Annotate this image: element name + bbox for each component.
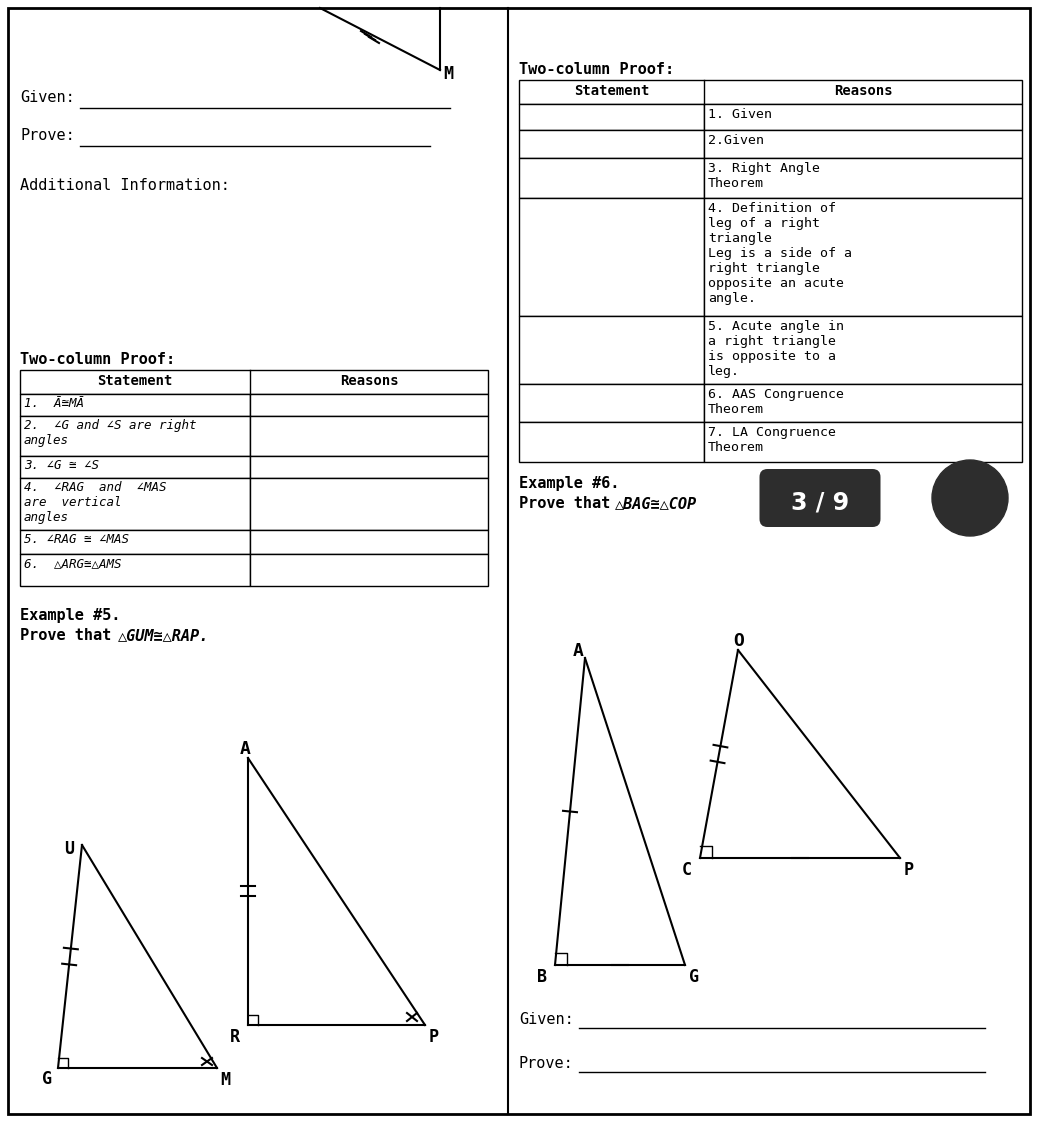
Text: G: G: [689, 968, 699, 986]
Text: U: U: [64, 840, 74, 858]
Text: 7. LA Congruence
Theorem: 7. LA Congruence Theorem: [708, 426, 836, 454]
Text: 6. AAS Congruence
Theorem: 6. AAS Congruence Theorem: [708, 388, 844, 416]
Bar: [20, 478, 250, 530]
Bar: [20, 370, 488, 394]
Text: 3 / 9: 3 / 9: [791, 490, 849, 514]
Text: Additional Information:: Additional Information:: [20, 178, 229, 193]
Text: A: A: [573, 642, 583, 660]
Text: 4. Definition of
leg of a right
triangle
Leg is a side of a
right triangle
oppos: 4. Definition of leg of a right triangle…: [708, 202, 852, 305]
Text: Given:: Given:: [20, 90, 75, 105]
Bar: [20, 456, 250, 478]
Text: Reasons: Reasons: [834, 84, 893, 98]
Text: B: B: [537, 968, 547, 986]
Text: Prove that: Prove that: [519, 496, 620, 511]
Bar: [519, 80, 1022, 104]
Text: G: G: [42, 1070, 52, 1088]
Text: A: A: [240, 741, 251, 758]
Bar: [20, 530, 250, 554]
Bar: [519, 422, 704, 462]
Bar: [20, 416, 250, 456]
Text: 5. Acute angle in
a right triangle
is opposite to a
leg.: 5. Acute angle in a right triangle is op…: [708, 320, 844, 378]
Bar: [20, 394, 250, 416]
Bar: [519, 316, 704, 384]
FancyBboxPatch shape: [760, 469, 880, 527]
Text: Statement: Statement: [574, 84, 649, 98]
Text: Two-column Proof:: Two-column Proof:: [20, 352, 175, 367]
Bar: [704, 316, 1022, 384]
Text: 1.  Ā≅MĀ: 1. Ā≅MĀ: [24, 397, 84, 410]
Text: 5. ∠RAG ≅ ∠MAS: 5. ∠RAG ≅ ∠MAS: [24, 533, 129, 546]
Text: P: P: [429, 1028, 439, 1046]
Text: △BAG≅△COP: △BAG≅△COP: [614, 496, 698, 511]
Bar: [250, 530, 488, 554]
Text: 1. Given: 1. Given: [708, 108, 772, 121]
Text: O: O: [733, 632, 744, 650]
Bar: [519, 197, 704, 316]
Bar: [704, 158, 1022, 197]
Text: Example #6.: Example #6.: [519, 476, 620, 491]
Bar: [250, 478, 488, 530]
Text: Prove:: Prove:: [519, 1056, 574, 1072]
Text: C: C: [682, 861, 692, 879]
Bar: [704, 104, 1022, 130]
Text: M: M: [220, 1072, 230, 1089]
Text: 4.  ∠RAG  and  ∠MAS
are  vertical
angles: 4. ∠RAG and ∠MAS are vertical angles: [24, 481, 166, 524]
Text: 6.  △ARG≅△AMS: 6. △ARG≅△AMS: [24, 557, 121, 570]
Bar: [250, 554, 488, 586]
Bar: [519, 104, 704, 130]
Text: 3. Right Angle
Theorem: 3. Right Angle Theorem: [708, 162, 820, 190]
Text: 2.Given: 2.Given: [708, 134, 764, 147]
Bar: [704, 384, 1022, 422]
Text: Prove that: Prove that: [20, 628, 120, 643]
Bar: [704, 197, 1022, 316]
Text: M: M: [443, 65, 453, 83]
Bar: [250, 394, 488, 416]
Text: Example #5.: Example #5.: [20, 608, 120, 623]
Text: △GUM≅△RAP.: △GUM≅△RAP.: [118, 628, 210, 643]
Text: Reasons: Reasons: [339, 374, 399, 388]
Bar: [704, 422, 1022, 462]
Text: Statement: Statement: [98, 374, 172, 388]
Bar: [250, 456, 488, 478]
Text: Given:: Given:: [519, 1012, 574, 1027]
Bar: [250, 416, 488, 456]
Bar: [519, 158, 704, 197]
Text: Two-column Proof:: Two-column Proof:: [519, 62, 674, 77]
Bar: [519, 384, 704, 422]
Text: 3. ∠G ≅ ∠S: 3. ∠G ≅ ∠S: [24, 459, 99, 472]
Text: P: P: [904, 861, 914, 879]
Bar: [20, 554, 250, 586]
Text: Prove:: Prove:: [20, 128, 75, 142]
Text: 2.  ∠G and ∠S are right
angles: 2. ∠G and ∠S are right angles: [24, 419, 196, 447]
Bar: [519, 130, 704, 158]
Text: R: R: [230, 1028, 240, 1046]
Circle shape: [932, 460, 1008, 536]
Bar: [704, 130, 1022, 158]
